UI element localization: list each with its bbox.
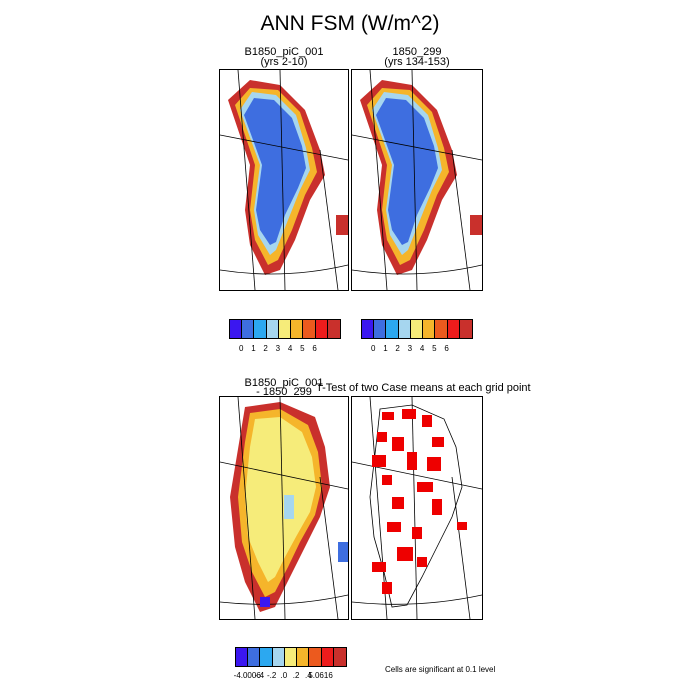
ice-interior — [244, 98, 306, 245]
main-title: ANN FSM (W/m^2) — [260, 12, 440, 35]
panel1-map — [219, 69, 349, 291]
significance-note: Cells are significant at 0.1 level — [385, 665, 496, 674]
lat-line-1 — [220, 461, 348, 490]
island-patch — [338, 542, 348, 562]
lat-line-1 — [352, 134, 482, 161]
lat-line-2 — [220, 264, 348, 275]
coastline — [369, 404, 463, 608]
colorbar1-tick-label: 3 — [275, 344, 281, 353]
colorbar2-tick-label: 0 — [370, 344, 376, 353]
colorbar3-tick-label: -4.0006 — [233, 671, 261, 680]
panel2-subtitle: (yrs 134-153) — [384, 56, 450, 68]
colorbar1-swatch — [303, 320, 316, 338]
lon-line-2 — [279, 397, 286, 619]
colorbar3-swatch — [309, 648, 322, 666]
colorbar1-tick-label: 1 — [251, 344, 256, 353]
diff-yellow — [245, 417, 316, 582]
colorbar1-swatch — [230, 320, 243, 338]
lon-line-1 — [369, 70, 388, 290]
significant-cells — [372, 409, 467, 594]
colorbar1-swatch — [266, 320, 279, 338]
panel2-map — [351, 69, 483, 291]
panel1-title: B1850_piC_001 — [244, 46, 324, 58]
colorbar2-swatch — [398, 320, 411, 338]
island-patch — [470, 215, 482, 235]
colorbar1-swatch — [327, 320, 340, 338]
lon-line-3 — [319, 149, 339, 290]
colorbar3-swatch — [236, 648, 249, 666]
colorbar3-tick-label: .2 — [292, 671, 300, 680]
panel4-svg — [352, 397, 482, 619]
colorbar3-tick-label: 5.0616 — [308, 671, 333, 680]
panel1-subtitle: (yrs 2-10) — [260, 56, 308, 68]
lon-line-2 — [411, 70, 418, 290]
colorbar2-tick-label: 2 — [395, 344, 400, 353]
colorbar1-tick-label: 4 — [287, 344, 293, 353]
panel3-subtitle: - 1850_299 — [256, 386, 312, 398]
ice-interior — [376, 98, 438, 245]
colorbar1-swatch — [278, 320, 292, 338]
panel4-map — [351, 396, 483, 620]
colorbar2 — [361, 319, 473, 339]
colorbar2-tick-label: 3 — [407, 344, 413, 353]
lon-line-3 — [451, 476, 471, 619]
colorbar3-swatch — [297, 648, 310, 666]
colorbar2-swatch — [362, 320, 375, 338]
colorbar1-tick-label: 5 — [300, 344, 305, 353]
colorbar3-swatch — [272, 648, 285, 666]
colorbar3-tick-label: -.2 — [266, 671, 277, 680]
colorbar1-tick-label: 2 — [263, 344, 268, 353]
lat-line-1 — [220, 134, 348, 161]
colorbar3-swatch — [260, 648, 273, 666]
colorbar2-swatch — [374, 320, 387, 338]
panel1-svg — [220, 70, 348, 290]
colorbar3-swatch — [333, 648, 346, 666]
colorbar1-tick-label: 6 — [312, 344, 317, 353]
colorbar1-swatch — [242, 320, 255, 338]
colorbar3-swatch — [321, 648, 334, 666]
panel2-svg — [352, 70, 482, 290]
lon-line-3 — [319, 476, 339, 619]
colorbar2-tick-label: 6 — [444, 344, 449, 353]
negative-patch — [260, 597, 270, 607]
colorbar2-swatch — [435, 320, 448, 338]
panel3-svg — [220, 397, 348, 619]
colorbar2-swatch — [459, 320, 472, 338]
colorbar3-ticks: -4.0006 -.4 -.2.0 .2 .4 5.0616 — [233, 671, 345, 681]
island-patch — [336, 215, 348, 235]
colorbar2-swatch — [386, 320, 399, 338]
panel4-title: T-Test of two Case means at each grid po… — [316, 382, 531, 394]
lon-line-3 — [451, 149, 471, 290]
colorbar3-tick-label: .4 — [304, 671, 312, 680]
colorbar3-swatch — [284, 648, 298, 666]
colorbar2-tick-label: 1 — [383, 344, 388, 353]
colorbar1-swatch — [291, 320, 304, 338]
colorbar3-swatch — [248, 648, 261, 666]
colorbar2-tick-label: 5 — [432, 344, 437, 353]
lon-line-1 — [237, 397, 256, 619]
lon-line-2 — [411, 397, 418, 619]
panel3-title: B1850_piC_001 — [244, 377, 324, 389]
lon-line-1 — [237, 70, 256, 290]
colorbar2-swatch — [423, 320, 436, 338]
colorbar1-tick-label: 0 — [238, 344, 244, 353]
colorbar3 — [235, 647, 347, 667]
diff-lightblue — [284, 495, 294, 519]
colorbar2-tick-label: 4 — [419, 344, 425, 353]
panel3-map — [219, 396, 349, 620]
colorbar3-tick-label: .0 — [280, 671, 288, 680]
lon-line-2 — [279, 70, 286, 290]
colorbar1-swatch — [315, 320, 328, 338]
colorbar2-swatch — [447, 320, 460, 338]
colorbar1 — [229, 319, 341, 339]
colorbar2-swatch — [410, 320, 424, 338]
panel2-title: 1850_299 — [392, 46, 442, 58]
lat-line-2 — [220, 594, 348, 605]
colorbar1-swatch — [254, 320, 267, 338]
colorbar3-tick-label: -.4 — [254, 671, 265, 680]
